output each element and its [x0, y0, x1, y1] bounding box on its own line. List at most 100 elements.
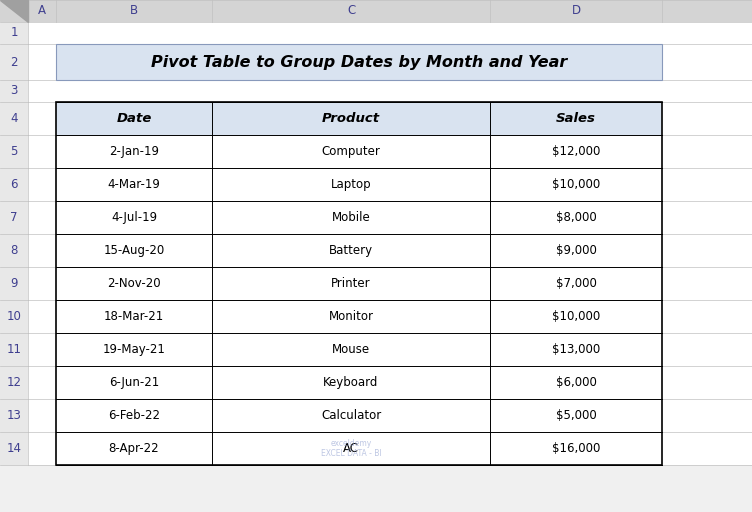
Text: 8-Apr-22: 8-Apr-22 — [109, 442, 159, 455]
Text: $13,000: $13,000 — [552, 343, 600, 356]
Polygon shape — [0, 0, 28, 22]
Bar — [212, 267, 490, 300]
Text: 12: 12 — [7, 376, 22, 389]
Bar — [28, 267, 752, 300]
Text: $6,000: $6,000 — [556, 376, 596, 389]
Text: 4: 4 — [11, 112, 18, 125]
Bar — [56, 300, 212, 333]
Bar — [212, 201, 490, 234]
Bar — [0, 399, 28, 432]
Bar — [0, 267, 28, 300]
Bar — [0, 135, 28, 168]
Text: Product: Product — [322, 112, 380, 125]
Text: 8: 8 — [11, 244, 18, 257]
Text: Monitor: Monitor — [329, 310, 374, 323]
Text: Date: Date — [117, 112, 152, 125]
Text: $10,000: $10,000 — [552, 310, 600, 323]
Bar — [490, 432, 662, 465]
Bar — [28, 102, 752, 135]
Text: 14: 14 — [7, 442, 22, 455]
Text: Sales: Sales — [556, 112, 596, 125]
Bar — [28, 135, 752, 168]
Text: 6-Feb-22: 6-Feb-22 — [108, 409, 160, 422]
Bar — [490, 201, 662, 234]
Bar — [28, 300, 752, 333]
Bar — [0, 432, 28, 465]
Bar — [56, 234, 212, 267]
Bar — [212, 399, 490, 432]
Text: C: C — [347, 5, 355, 17]
Bar — [28, 333, 752, 366]
Text: exceldemy
EXCEL DATA - BI: exceldemy EXCEL DATA - BI — [320, 439, 381, 458]
Bar — [56, 44, 662, 80]
Text: D: D — [572, 5, 581, 17]
Text: 13: 13 — [7, 409, 22, 422]
Text: 6-Jun-21: 6-Jun-21 — [109, 376, 159, 389]
Text: 2: 2 — [11, 55, 18, 69]
Text: 1: 1 — [11, 27, 18, 39]
Text: Mobile: Mobile — [332, 211, 371, 224]
Bar — [28, 234, 752, 267]
Text: Calculator: Calculator — [321, 409, 381, 422]
Bar — [490, 300, 662, 333]
Bar — [0, 0, 752, 22]
Bar — [56, 267, 212, 300]
Bar — [0, 102, 28, 135]
Bar — [56, 102, 662, 465]
Bar — [28, 168, 752, 201]
Text: Keyboard: Keyboard — [323, 376, 379, 389]
Text: 6: 6 — [11, 178, 18, 191]
Text: 18-Mar-21: 18-Mar-21 — [104, 310, 164, 323]
Bar — [0, 366, 28, 399]
Bar — [490, 135, 662, 168]
Bar — [28, 201, 752, 234]
Bar — [0, 44, 28, 80]
Text: 4-Jul-19: 4-Jul-19 — [111, 211, 157, 224]
Bar — [0, 333, 28, 366]
Text: $7,000: $7,000 — [556, 277, 596, 290]
Text: Mouse: Mouse — [332, 343, 370, 356]
Text: 5: 5 — [11, 145, 18, 158]
Bar — [490, 333, 662, 366]
Bar — [0, 80, 28, 102]
Text: AC: AC — [343, 442, 359, 455]
Bar — [212, 135, 490, 168]
Bar — [56, 135, 212, 168]
Text: $5,000: $5,000 — [556, 409, 596, 422]
Bar — [490, 267, 662, 300]
Bar — [0, 201, 28, 234]
Text: Computer: Computer — [322, 145, 381, 158]
Text: A: A — [38, 5, 46, 17]
Text: 4-Mar-19: 4-Mar-19 — [108, 178, 160, 191]
Text: Printer: Printer — [331, 277, 371, 290]
Bar — [212, 234, 490, 267]
Bar — [212, 102, 490, 135]
Bar — [56, 333, 212, 366]
Bar — [28, 22, 752, 44]
Bar — [490, 102, 662, 135]
Text: $12,000: $12,000 — [552, 145, 600, 158]
Text: 10: 10 — [7, 310, 22, 323]
Bar — [56, 399, 212, 432]
Bar — [28, 366, 752, 399]
Bar — [28, 399, 752, 432]
Bar — [490, 168, 662, 201]
Text: 7: 7 — [11, 211, 18, 224]
Text: Battery: Battery — [329, 244, 373, 257]
Text: $10,000: $10,000 — [552, 178, 600, 191]
Bar — [28, 432, 752, 465]
Text: 11: 11 — [7, 343, 22, 356]
Text: 2-Jan-19: 2-Jan-19 — [109, 145, 159, 158]
Bar — [56, 201, 212, 234]
Bar — [56, 168, 212, 201]
Text: B: B — [130, 5, 138, 17]
Text: Pivot Table to Group Dates by Month and Year: Pivot Table to Group Dates by Month and … — [151, 54, 567, 70]
Text: 15-Aug-20: 15-Aug-20 — [103, 244, 165, 257]
Bar — [0, 234, 28, 267]
Bar — [56, 432, 212, 465]
Bar — [490, 399, 662, 432]
Text: 19-May-21: 19-May-21 — [102, 343, 165, 356]
Text: $8,000: $8,000 — [556, 211, 596, 224]
Text: Laptop: Laptop — [331, 178, 371, 191]
Bar — [212, 432, 490, 465]
